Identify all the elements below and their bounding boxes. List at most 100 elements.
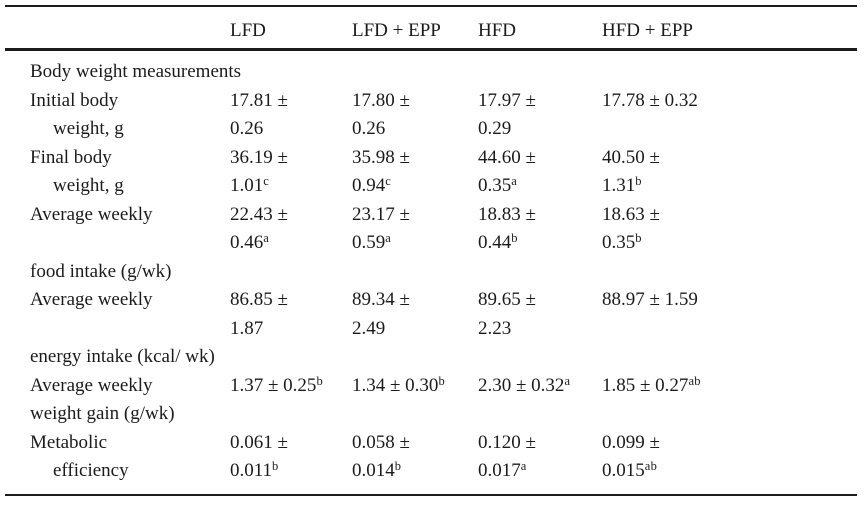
data-cell: 17.78 ± 0.32 xyxy=(602,87,857,116)
data-cell: 17.80 ± 0.26 xyxy=(352,87,478,144)
row-label-cell: Average weekly energy intake (kcal/ wk) xyxy=(30,286,230,372)
value-line: 88.97 ± 1.59 xyxy=(602,289,698,310)
row-label-line: Body weight measurements xyxy=(30,61,242,82)
significance-superscript: b xyxy=(511,231,518,246)
significance-superscript: ab xyxy=(688,373,701,388)
value-line: 17.81 ± xyxy=(230,89,288,111)
data-cell: 89.65 ± 2.23 xyxy=(478,286,602,343)
value-line: 89.34 ± xyxy=(352,289,410,310)
significance-superscript: a xyxy=(511,174,518,189)
data-cell: 0.099 ± 0.015ab xyxy=(602,429,857,486)
data-cell: 0.061 ± 0.011b xyxy=(230,429,352,486)
column-header: HFD + EPP xyxy=(602,20,693,41)
significance-superscript: a xyxy=(385,231,392,246)
table-header-row: LFD LFD + EPP HFD HFD + EPP xyxy=(5,7,857,51)
column-header: HFD xyxy=(478,20,517,41)
table-row: Final body weight, g 36.19 ± 1.01c 35.98 ± 0.… xyxy=(30,144,857,201)
row-label-line xyxy=(30,229,230,258)
column-header: LFD xyxy=(230,20,266,41)
value-line: 0.017a xyxy=(478,459,527,481)
value-line: 1.37 ± 0.25b xyxy=(230,373,323,396)
data-cell: 17.81 ± 0.26 xyxy=(230,87,352,144)
value-line: 0.015ab xyxy=(602,459,658,481)
value-line: 0.35b xyxy=(602,231,642,253)
data-cell: 22.43 ± 0.46a xyxy=(230,201,352,258)
value-line: 1.87 xyxy=(230,317,264,339)
significance-superscript: a xyxy=(564,373,571,388)
value-line: 89.65 ± xyxy=(478,289,536,310)
value-line: 0.94c xyxy=(352,174,392,196)
significance-superscript: b xyxy=(394,459,402,474)
value-line: 0.46a xyxy=(230,231,270,253)
table-row: Metabolic efficiency 0.061 ±0.011b 0.058 ±0… xyxy=(30,429,857,486)
value-line: 22.43 ± xyxy=(230,203,288,225)
value-line: 23.17 ± xyxy=(352,203,410,225)
value-line: 17.80 ± xyxy=(352,89,410,111)
row-label-cell: Final body weight, g xyxy=(30,144,230,201)
value-line: 18.63 ± xyxy=(602,203,660,225)
value-line: 36.19 ± xyxy=(230,146,288,168)
significance-superscript: b xyxy=(635,231,642,246)
significance-superscript: ab xyxy=(644,459,658,474)
value-line: 0.29 xyxy=(478,118,512,139)
row-label-line: Metabolic xyxy=(30,431,108,453)
data-cell: 40.50 ± 1.31b xyxy=(602,144,857,201)
value-line: 0.011b xyxy=(230,459,279,481)
data-cell: 1.34 ± 0.30b xyxy=(352,372,478,401)
row-label-line: energy intake (kcal/ wk) xyxy=(30,346,215,367)
data-cell: 2.30 ± 0.32a xyxy=(478,372,602,401)
row-label-cell: Initial body weight, g xyxy=(30,87,230,144)
data-cell: 36.19 ± 1.01c xyxy=(230,144,352,201)
value-line: 18.83 ± xyxy=(478,203,536,225)
significance-superscript: a xyxy=(520,459,527,474)
significance-superscript: c xyxy=(385,174,392,189)
row-label-line: efficiency xyxy=(53,460,129,481)
value-line: 0.058 ± xyxy=(352,431,410,453)
row-label-line: Initial body xyxy=(30,89,119,111)
value-line: 1.01c xyxy=(230,174,270,196)
significance-superscript: a xyxy=(263,231,270,246)
corner-cell xyxy=(30,18,230,43)
table-row: Initial body weight, g 17.81 ± 0.26 17.80 ± 0… xyxy=(30,87,857,144)
data-cell: 86.85 ± 1.87 xyxy=(230,286,352,343)
data-cell: 17.97 ± 0.29 xyxy=(478,87,602,144)
row-label-line: Average weekly xyxy=(30,374,153,396)
data-cell: 89.34 ± 2.49 xyxy=(352,286,478,343)
data-cell: 0.058 ± 0.014b xyxy=(352,429,478,486)
value-line: 2.23 xyxy=(478,317,512,339)
significance-superscript: b xyxy=(316,373,323,388)
value-line: 0.014b xyxy=(352,459,402,481)
value-line: 0.44b xyxy=(478,231,518,253)
table-body: Body weight measurements Initial body weig… xyxy=(5,51,857,494)
row-label-cell: Average weekly weight gain (g/wk) xyxy=(30,372,230,429)
row-label-line: food intake (g/wk) xyxy=(30,260,172,282)
value-line: 2.49 xyxy=(352,317,386,339)
value-line: 17.78 ± 0.32 xyxy=(602,89,698,111)
value-line: 0.061 ± xyxy=(230,431,288,453)
data-cell: 1.37 ± 0.25b xyxy=(230,372,352,401)
value-line: 0.35a xyxy=(478,174,518,196)
data-cell: 44.60 ± 0.35a xyxy=(478,144,602,201)
value-line: 17.97 ± xyxy=(478,89,536,111)
value-line: 0.26 xyxy=(230,118,264,139)
value-line: 35.98 ± xyxy=(352,146,410,168)
row-label-line xyxy=(30,315,230,344)
row-label-line: Final body xyxy=(30,146,112,168)
data-cell: 18.83 ± 0.44b xyxy=(478,201,602,258)
value-line: 1.34 ± 0.30b xyxy=(352,373,445,396)
significance-superscript: c xyxy=(263,174,270,189)
value-line: 1.85 ± 0.27ab xyxy=(602,373,701,396)
table-row: Average weekly weight gain (g/wk) 1.37 ± 0… xyxy=(30,372,857,429)
data-cell: 18.63 ± 0.35b xyxy=(602,201,857,258)
value-line: 0.26 xyxy=(352,118,386,139)
value-line: 0.59a xyxy=(352,231,392,253)
section-row: Body weight measurements xyxy=(30,58,857,87)
value-line: 1.31b xyxy=(602,174,642,196)
value-line: 0.099 ± xyxy=(602,431,660,453)
data-cell: 0.120 ± 0.017a xyxy=(478,429,602,486)
significance-superscript: b xyxy=(438,373,445,388)
data-cell: 35.98 ± 0.94c xyxy=(352,144,478,201)
row-label-line: weight gain (g/wk) xyxy=(30,403,175,424)
data-cell: 1.85 ± 0.27ab xyxy=(602,372,857,401)
row-label-line: weight, g xyxy=(53,118,124,139)
